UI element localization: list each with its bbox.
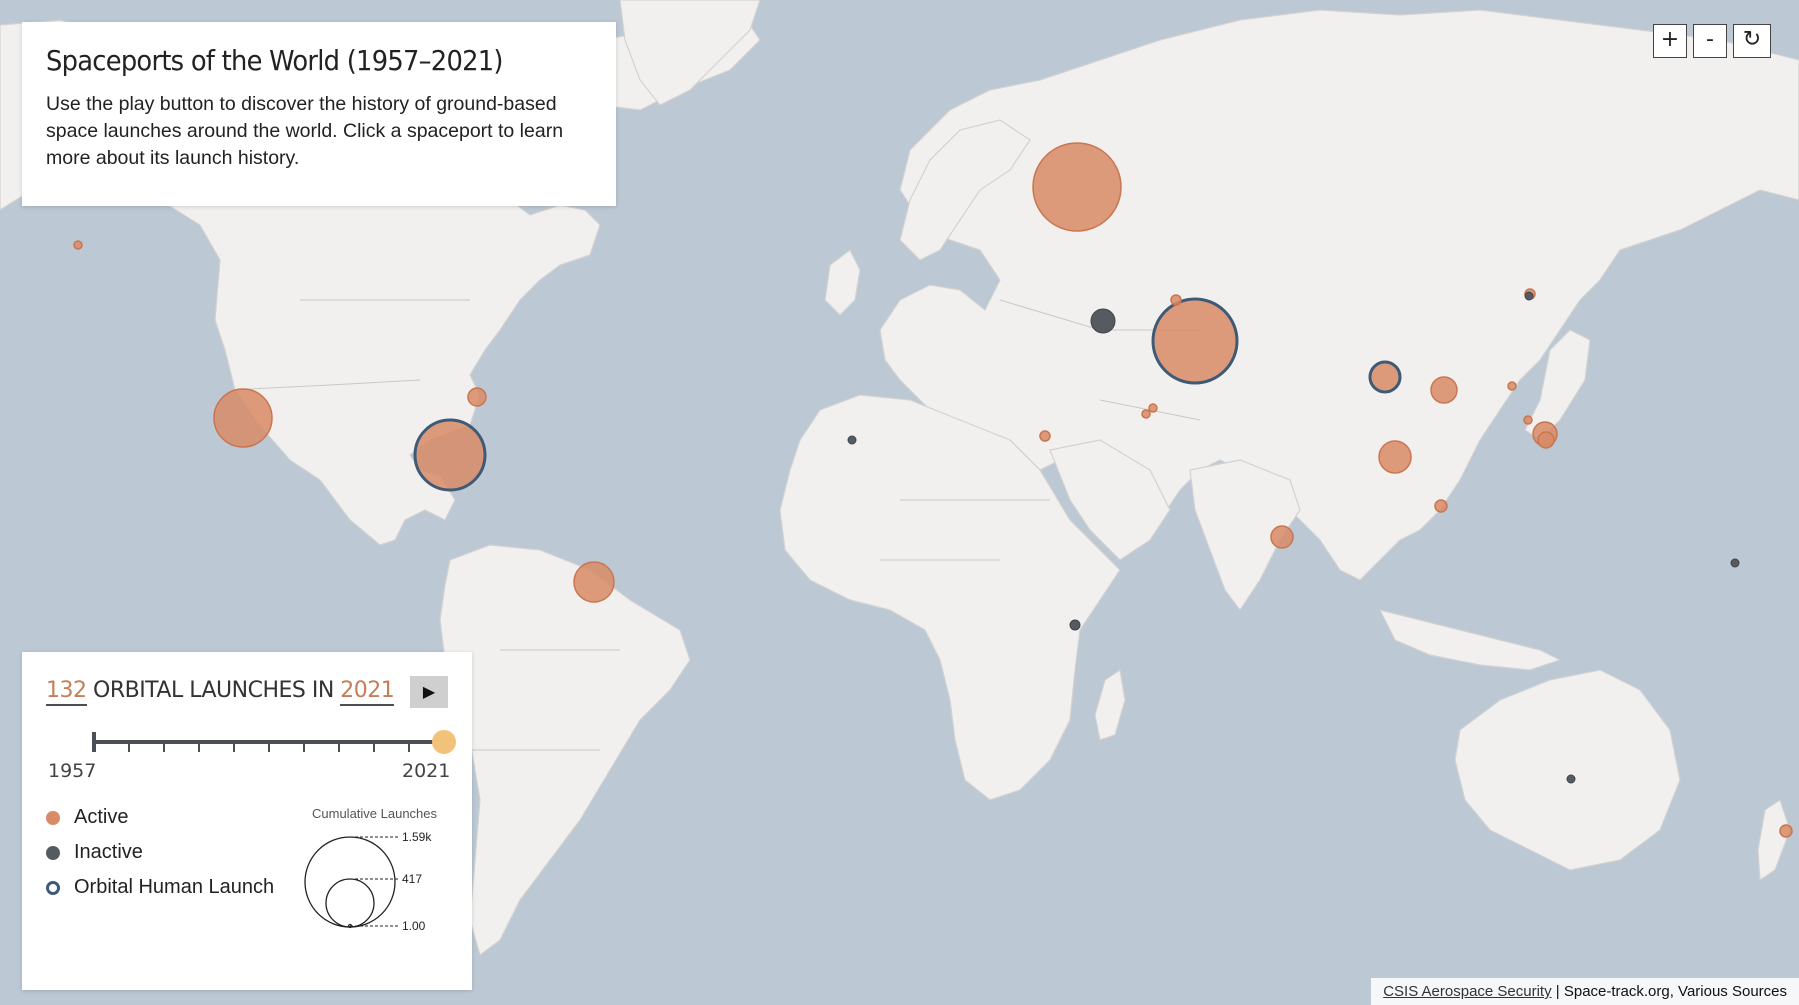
spaceport-marker[interactable] <box>1537 431 1555 449</box>
spaceport-marker[interactable] <box>1523 415 1533 425</box>
spaceport-marker[interactable] <box>1779 824 1793 838</box>
human-ring-icon <box>46 880 60 895</box>
land-japan <box>1524 329 1591 441</box>
spaceport-marker[interactable] <box>1507 381 1517 391</box>
spaceport-marker[interactable] <box>1566 774 1576 784</box>
timeline-slider[interactable] <box>42 722 462 762</box>
launch-summary: 132 ORBITAL LAUNCHES IN 2021 <box>46 678 395 706</box>
spaceport-marker[interactable] <box>1524 291 1534 301</box>
spaceport-marker[interactable] <box>73 240 83 250</box>
size-legend: 1.59k 417 1.00 <box>304 830 432 933</box>
timeline-end-year: 2021 <box>402 760 451 782</box>
spaceport-marker[interactable] <box>1434 499 1448 513</box>
zoom-out-button[interactable]: - <box>1693 24 1727 58</box>
land-greenland <box>619 0 761 106</box>
spaceport-marker[interactable] <box>1039 430 1051 442</box>
spaceport-marker[interactable] <box>847 435 857 445</box>
size-circle-large <box>304 836 396 928</box>
spaceport-marker[interactable] <box>1430 376 1458 404</box>
active-dot-icon <box>46 810 60 825</box>
size-circle-medium <box>325 878 375 928</box>
spaceport-marker[interactable] <box>1170 294 1182 306</box>
spaceport-marker[interactable] <box>1368 360 1402 394</box>
spaceport-marker[interactable] <box>1378 440 1412 474</box>
timeline-start-year: 1957 <box>48 760 97 782</box>
summary-text: ORBITAL LAUNCHES IN <box>93 678 334 703</box>
legend-active-label: Active <box>74 806 129 828</box>
size-label-small: 1.00 <box>402 919 426 933</box>
spaceport-marker[interactable] <box>1141 409 1151 419</box>
inactive-dot-icon <box>46 845 60 860</box>
play-button[interactable]: ▶ <box>410 676 448 708</box>
spaceport-marker[interactable] <box>467 387 487 407</box>
land-new-zealand <box>1757 799 1791 882</box>
land-india <box>1189 459 1301 612</box>
csis-link[interactable]: CSIS Aerospace Security <box>1383 983 1552 1000</box>
spaceport-marker[interactable] <box>1148 403 1158 413</box>
reset-view-button[interactable]: ↻ <box>1733 24 1771 58</box>
size-label-medium: 417 <box>402 872 422 886</box>
spaceport-marker[interactable] <box>1032 142 1122 232</box>
zoom-in-button[interactable]: + <box>1653 24 1687 58</box>
legend-inactive-label: Inactive <box>74 841 143 863</box>
size-legend-title: Cumulative Launches <box>312 806 438 821</box>
spaceport-marker[interactable] <box>413 418 487 492</box>
legend-inactive: Inactive <box>46 841 143 864</box>
timeline-handle[interactable] <box>432 730 456 754</box>
spaceport-marker[interactable] <box>1090 308 1116 334</box>
legend-active: Active <box>46 806 128 829</box>
attribution-sources: Space-track.org, Various Sources <box>1563 983 1787 1000</box>
land-scandinavia <box>899 119 1031 261</box>
land-arabia <box>1049 439 1171 561</box>
spaceport-marker[interactable] <box>573 561 615 603</box>
timeline-ticks <box>128 742 445 752</box>
land-uk <box>824 249 861 316</box>
page-title: Spaceports of the World (1957–2021) <box>46 44 503 77</box>
spaceport-marker[interactable] <box>213 388 273 448</box>
spaceport-marker[interactable] <box>1151 297 1239 385</box>
legend-human-label: Orbital Human Launch <box>74 876 275 898</box>
legend-panel: 132 ORBITAL LAUNCHES IN 2021 ▶ 1957 2021… <box>22 652 472 990</box>
spaceport-marker[interactable] <box>1730 558 1740 568</box>
spaceport-marker[interactable] <box>1270 525 1294 549</box>
land-indonesia <box>1378 609 1562 671</box>
spaceport-markers[interactable] <box>73 142 1793 838</box>
size-label-large: 1.59k <box>402 830 432 844</box>
legend-human: Orbital Human Launch <box>46 876 274 899</box>
land-australia <box>1454 669 1681 871</box>
page-description: Use the play button to discover the hist… <box>46 93 564 169</box>
land-africa <box>779 394 1121 801</box>
land-madagascar <box>1094 668 1126 741</box>
spaceport-marker[interactable] <box>1069 619 1081 631</box>
title-panel: Spaceports of the World (1957–2021) Use … <box>22 22 616 206</box>
attribution: CSIS Aerospace Security | Space-track.or… <box>1371 978 1799 1005</box>
summary-year: 2021 <box>340 678 395 706</box>
launch-count: 132 <box>46 678 87 706</box>
